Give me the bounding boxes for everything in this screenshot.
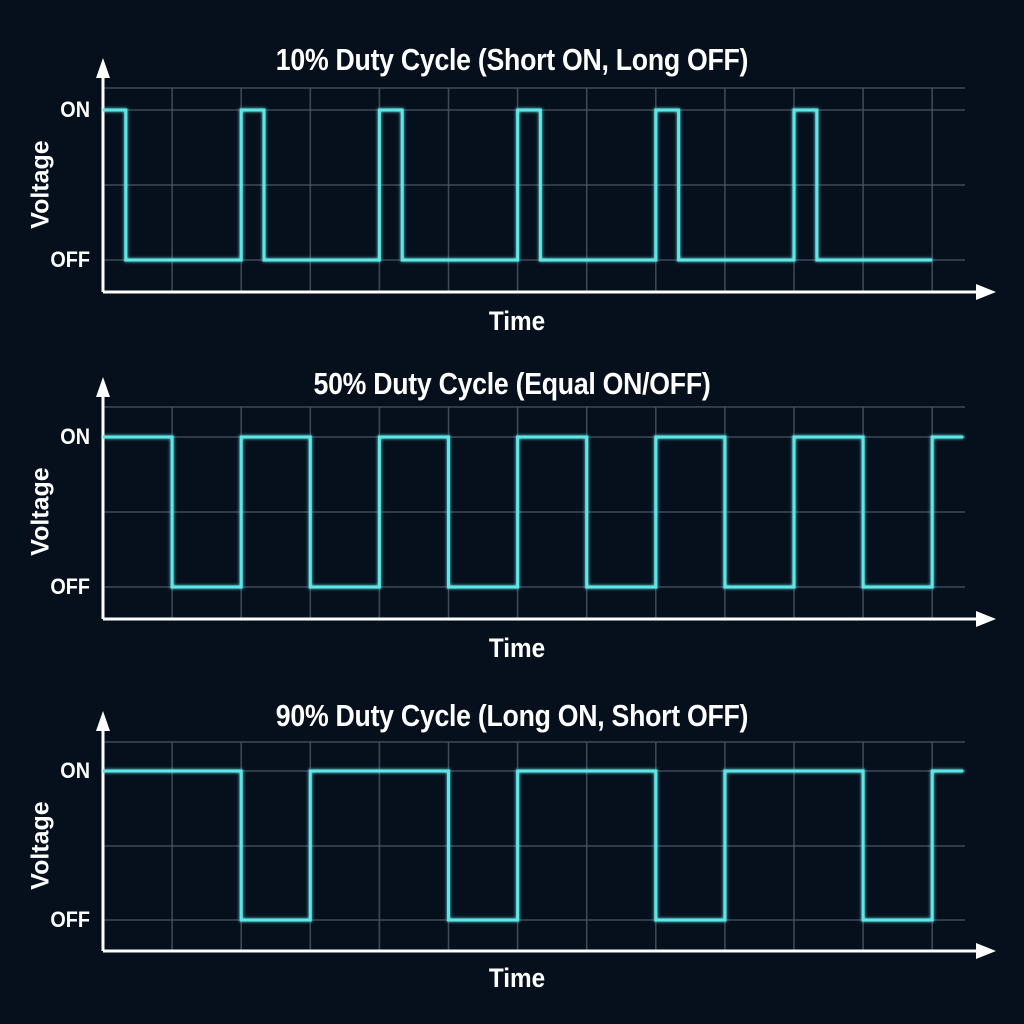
pwm-waveform xyxy=(103,108,933,262)
panel-2-title: 50% Duty Cycle (Equal ON/OFF) xyxy=(313,366,711,401)
panel-2-tick-off: OFF xyxy=(50,574,90,599)
panel-1-tick-on: ON xyxy=(60,97,90,122)
panel-3-title: 90% Duty Cycle (Long ON, Short OFF) xyxy=(275,698,749,733)
x-axis-arrow-icon xyxy=(976,611,996,627)
panel-2-x-axis-label: Time xyxy=(488,633,546,663)
panel-3-tick-off: OFF xyxy=(50,907,90,932)
y-axis-arrow-icon xyxy=(96,58,110,78)
x-axis-arrow-icon xyxy=(976,284,996,300)
panel-2-y-axis-label: Voltage xyxy=(26,467,55,556)
y-axis-arrow-icon xyxy=(96,377,110,397)
panel-3-tick-on: ON xyxy=(60,758,90,783)
panel-1-tick-off: OFF xyxy=(50,247,90,272)
panel-1-title: 10% Duty Cycle (Short ON, Long OFF) xyxy=(275,42,749,77)
x-axis-arrow-icon xyxy=(976,943,996,959)
pwm-waveform xyxy=(103,435,964,589)
panel-1-y-axis-label: Voltage xyxy=(26,140,55,229)
panel-1-x-axis-label: Time xyxy=(488,306,546,336)
panel-2-tick-on: ON xyxy=(60,424,90,449)
panel-3-y-axis-label: Voltage xyxy=(26,801,55,890)
pwm-waveform xyxy=(103,769,964,922)
panel-3-x-axis-label: Time xyxy=(488,963,546,993)
y-axis-arrow-icon xyxy=(96,711,110,731)
